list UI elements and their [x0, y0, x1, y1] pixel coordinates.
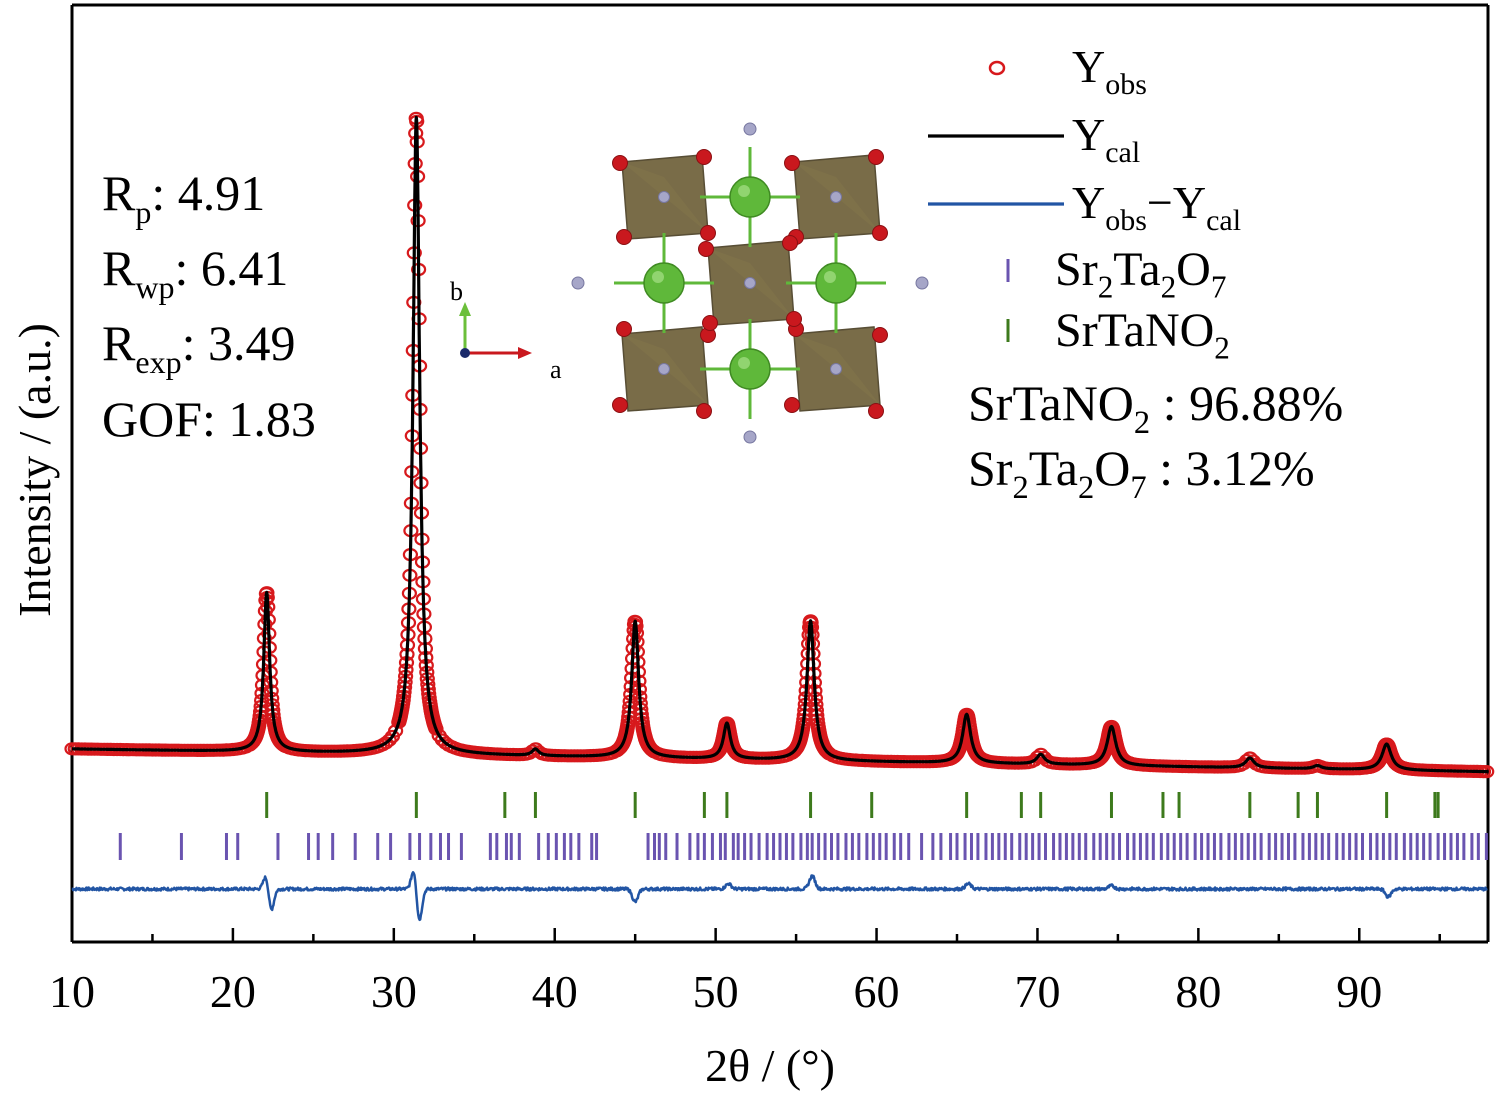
phase-fraction-sr2ta2o7: Sr2Ta2O7 : 3.12% — [968, 440, 1315, 506]
observed-point — [428, 722, 444, 736]
legend-srtano2-label: SrTaNO2 — [1055, 304, 1230, 365]
sr-atom-highlight — [652, 271, 664, 283]
x-tick-label: 20 — [210, 966, 256, 1017]
plot-frame — [70, 3, 1490, 944]
axis-b-label: b — [450, 277, 463, 306]
nitrogen-atom — [743, 122, 757, 136]
ta-n-atom — [830, 363, 842, 375]
difference-curve — [71, 871, 1488, 922]
sr-atom-highlight — [738, 185, 750, 197]
sr-atom — [643, 262, 685, 304]
oxygen-atom — [696, 403, 712, 419]
difference-line — [71, 871, 1488, 922]
phase-fractions: SrTaNO2 : 96.88%Sr2Ta2O7 : 3.12% — [968, 375, 1343, 506]
nitrogen-atom — [571, 276, 585, 290]
sr-atom-highlight — [738, 357, 750, 369]
x-tick-label: 30 — [371, 966, 417, 1017]
x-axis-ticks: 10 20 30 40 50 60 70 80 90 — [49, 928, 1441, 1017]
oxygen-atom — [872, 327, 888, 343]
axis-b-arrowhead — [459, 302, 471, 316]
x-tick-label: 50 — [693, 966, 739, 1017]
ta-n-atom — [658, 191, 670, 203]
legend-ycal-label: Ycal — [1072, 109, 1140, 169]
ta-n-atom — [744, 277, 756, 289]
oxygen-atom — [702, 315, 718, 331]
x-axis-title: 2θ / (°) — [705, 1040, 835, 1091]
refinement-stat: Rp: 4.91 — [102, 165, 265, 230]
x-tick-label: 60 — [854, 966, 900, 1017]
x-tick-label: 10 — [49, 966, 95, 1017]
sr-atom — [815, 262, 857, 304]
calculated-line — [70, 115, 1490, 774]
oxygen-atom — [784, 397, 800, 413]
axis-a-arrowhead — [518, 347, 532, 359]
oxygen-atom — [700, 225, 716, 241]
oxygen-atom — [612, 155, 628, 171]
nitrogen-atom — [915, 276, 929, 290]
nitrogen-atom — [743, 430, 757, 444]
ta-n-atom — [830, 191, 842, 203]
refinement-stats: Rp: 4.91 Rwp: 6.41 Rexp: 3.49 GOF: 1.83 — [102, 165, 316, 447]
oxygen-atom — [612, 397, 628, 413]
oxygen-atom — [782, 235, 798, 251]
phase-fraction-srtano2: SrTaNO2 : 96.88% — [968, 375, 1343, 441]
x-tick-label: 90 — [1336, 966, 1382, 1017]
legend-diff-label: Yobs−Ycal — [1072, 177, 1241, 237]
y-axis-title: Intensity / (a.u.) — [9, 323, 60, 617]
axis-origin — [460, 348, 470, 358]
sr-atom — [729, 348, 771, 390]
oxygen-atom — [696, 149, 712, 165]
x-tick-label: 80 — [1175, 966, 1221, 1017]
calculated-curve — [70, 115, 1490, 774]
ta-n-atom — [658, 363, 670, 375]
x-tick-label: 40 — [532, 966, 578, 1017]
oxygen-atom — [786, 311, 802, 327]
oxygen-atom — [698, 241, 714, 257]
oxygen-atom — [616, 321, 632, 337]
legend-yobs-marker — [988, 60, 1006, 76]
legend-sr2ta2o7-label: Sr2Ta2O7 — [1055, 243, 1226, 304]
oxygen-atom — [616, 229, 632, 245]
oxygen-atom — [784, 155, 800, 171]
axis-a-label: a — [550, 355, 562, 384]
x-tick-label: 70 — [1014, 966, 1060, 1017]
refinement-stat: Rwp: 6.41 — [102, 240, 288, 305]
reflection-marks — [118, 792, 1488, 860]
oxygen-atom — [872, 225, 888, 241]
sr-atom-highlight — [824, 271, 836, 283]
oxygen-atom — [868, 403, 884, 419]
oxygen-atom — [868, 149, 884, 165]
legend-yobs-label: Yobs — [1072, 41, 1147, 101]
refinement-stat: GOF: 1.83 — [102, 391, 316, 447]
crystal-structure-inset: ba — [450, 122, 929, 444]
refinement-stat: Rexp: 3.49 — [102, 315, 295, 380]
sr-atom — [729, 176, 771, 218]
